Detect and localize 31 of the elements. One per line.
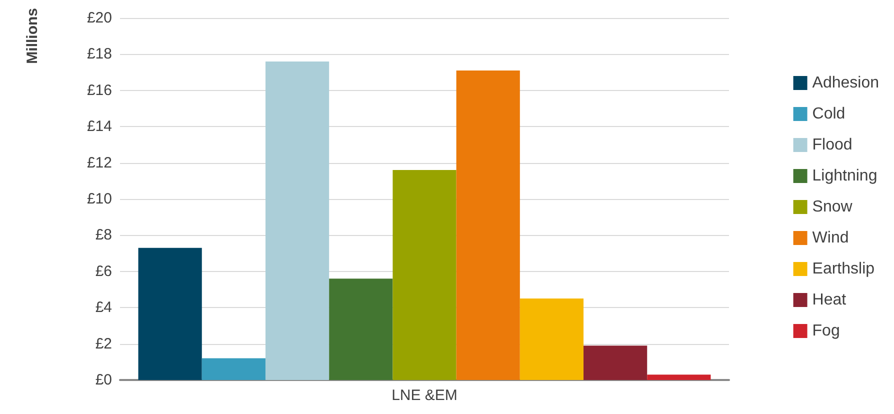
y-tick-label: £12 [86,154,112,172]
legend-label: Flood [812,136,852,154]
bar [584,346,648,380]
legend-label: Earthslip [812,260,875,278]
y-tick-label: £10 [86,190,112,208]
bar [202,358,266,380]
legend-label: Adhesion [812,74,879,92]
y-tick-label: £2 [95,335,112,352]
y-tick-label: £8 [95,226,112,244]
legend-label: Lightning [812,168,878,184]
x-tick-label: LNE &EM [392,387,458,404]
y-axis-title: Millions [24,8,41,64]
y-tick-label: £20 [86,10,112,26]
legend-label: Wind [812,230,849,246]
y-tick-label: £0 [95,372,112,388]
bar [138,248,202,380]
legend-label: Heat [812,292,847,308]
y-tick-label: £16 [86,82,112,99]
y-tick-label: £18 [86,46,112,63]
y-tick-label: £4 [95,299,112,316]
bar [392,170,456,380]
bar [265,61,330,380]
bar [329,278,393,380]
legend-label: Fog [812,322,840,340]
bar [456,70,520,380]
y-tick-label: £6 [95,262,112,280]
bar [520,298,584,380]
y-tick-label: £14 [86,118,112,136]
legend-label: Cold [812,106,846,122]
legend-label: Snow [812,198,853,216]
bar [647,374,711,380]
